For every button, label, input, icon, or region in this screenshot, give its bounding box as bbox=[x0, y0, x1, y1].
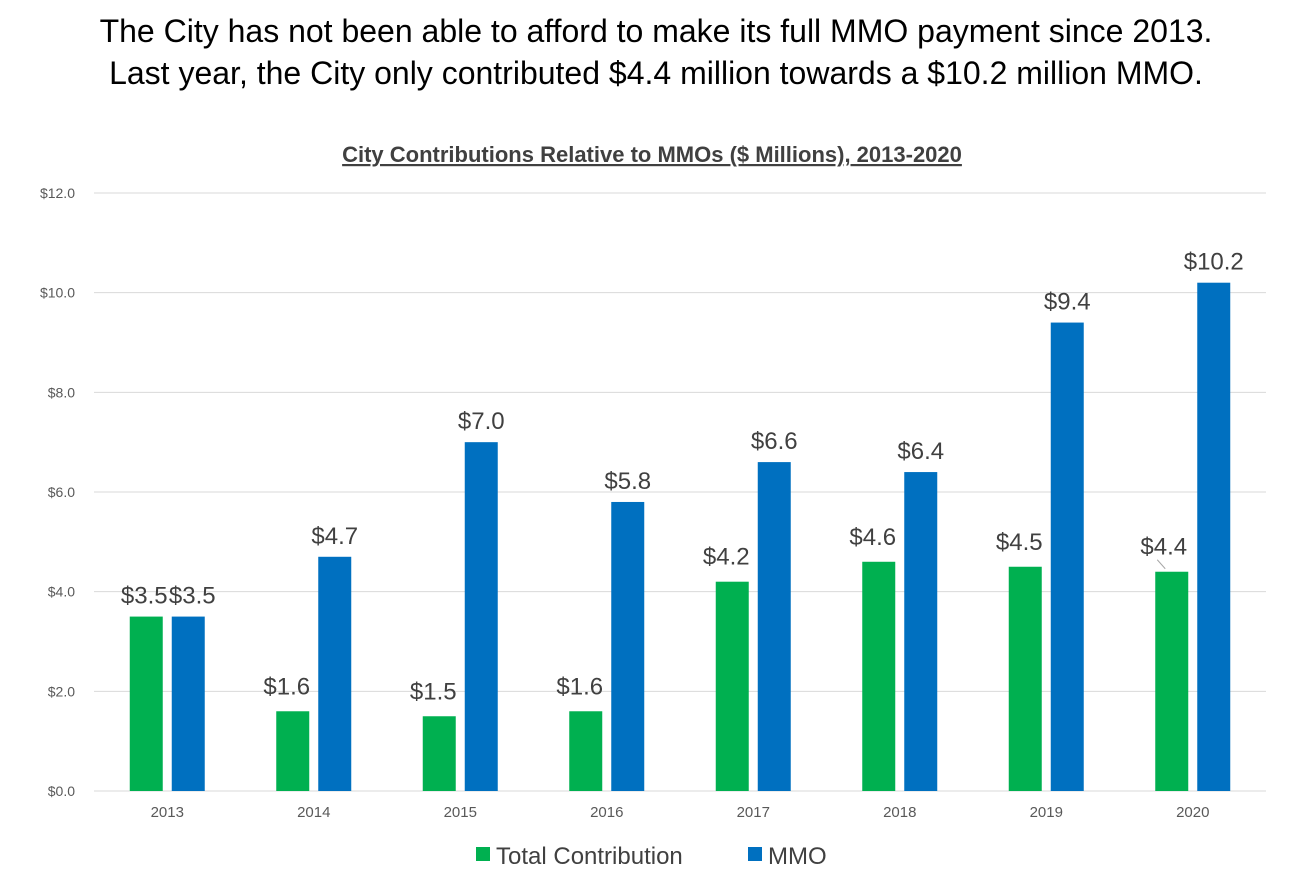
x-tick-label: 2017 bbox=[737, 804, 770, 821]
x-tick-label: 2019 bbox=[1030, 804, 1063, 821]
x-axis-ticks: 2013 2014 2015 2016 2017 2018 2019 2020 bbox=[151, 804, 1210, 821]
contribution-bar bbox=[422, 716, 456, 791]
mmo-label: $6.4 bbox=[897, 438, 944, 465]
legend-swatch-contribution bbox=[476, 847, 490, 861]
contribution-label: $4.6 bbox=[849, 524, 896, 551]
contribution-label: $1.6 bbox=[556, 673, 603, 700]
y-tick-label: $10.0 bbox=[40, 285, 75, 301]
mmo-bar bbox=[171, 616, 205, 791]
contribution-label: $4.5 bbox=[996, 529, 1043, 556]
legend-label-mmo: MMO bbox=[768, 843, 827, 870]
y-tick-label: $2.0 bbox=[48, 683, 75, 699]
x-tick-label: 2018 bbox=[883, 804, 916, 821]
mmo-label: $9.4 bbox=[1044, 289, 1091, 316]
mmo-bar bbox=[757, 462, 791, 791]
contribution-label: $1.5 bbox=[410, 678, 457, 705]
gridlines bbox=[94, 192, 1266, 792]
mmo-bar bbox=[318, 556, 352, 791]
contribution-bar bbox=[569, 711, 603, 791]
x-tick-label: 2013 bbox=[151, 804, 184, 821]
contribution-bar bbox=[862, 561, 896, 791]
x-tick-label: 2016 bbox=[590, 804, 623, 821]
y-tick-label: $8.0 bbox=[48, 384, 75, 400]
contribution-bar bbox=[1008, 566, 1042, 791]
y-axis-ticks: $0.0 $2.0 $4.0 $6.0 $8.0 $10.0 $12.0 bbox=[40, 185, 75, 799]
y-tick-label: $12.0 bbox=[40, 185, 75, 201]
legend-label-contribution: Total Contribution bbox=[496, 843, 683, 870]
chart-title: City Contributions Relative to MMOs ($ M… bbox=[342, 142, 962, 167]
mmo-label: $7.0 bbox=[458, 408, 505, 435]
headline-line-1: The City has not been able to afford to … bbox=[99, 13, 1213, 49]
x-tick-label: 2014 bbox=[297, 804, 330, 821]
y-tick-label: $0.0 bbox=[48, 783, 75, 799]
legend-swatch-mmo bbox=[748, 847, 762, 861]
mmo-bar bbox=[464, 442, 498, 791]
contribution-bar bbox=[276, 711, 310, 791]
mmo-label: $5.8 bbox=[604, 468, 651, 495]
contribution-label: $4.2 bbox=[703, 544, 750, 571]
legend: Total Contribution MMO bbox=[476, 843, 827, 870]
data-labels: $3.5 $3.5 $1.6 $4.7 $1.5 $7.0 $1.6 $5.8 $4.2 $6.6… bbox=[121, 249, 1244, 706]
mmo-label: $3.5 bbox=[169, 583, 216, 610]
contribution-bar bbox=[129, 616, 163, 791]
contribution-label: $1.6 bbox=[263, 673, 310, 700]
headline-line-2: Last year, the City only contributed $4.… bbox=[109, 55, 1203, 91]
contribution-bar bbox=[715, 581, 749, 791]
mmo-label: $6.6 bbox=[751, 428, 798, 455]
contribution-bar bbox=[1155, 571, 1189, 791]
label-leader-line bbox=[1156, 559, 1166, 570]
y-tick-label: $6.0 bbox=[48, 484, 75, 500]
bars bbox=[129, 282, 1231, 791]
mmo-bar bbox=[1050, 322, 1084, 791]
mmo-label: $10.2 bbox=[1184, 249, 1244, 276]
mmo-bar bbox=[611, 501, 645, 791]
contribution-label: $3.5 bbox=[121, 583, 168, 610]
headline: The City has not been able to afford to … bbox=[0, 10, 1312, 94]
mmo-bar bbox=[1197, 282, 1231, 791]
x-tick-label: 2015 bbox=[444, 804, 477, 821]
x-tick-label: 2020 bbox=[1176, 804, 1209, 821]
mmo-label: $4.7 bbox=[311, 523, 358, 550]
contribution-label: $4.4 bbox=[1140, 534, 1187, 561]
y-tick-label: $4.0 bbox=[48, 584, 75, 600]
mmo-bar bbox=[904, 472, 938, 791]
